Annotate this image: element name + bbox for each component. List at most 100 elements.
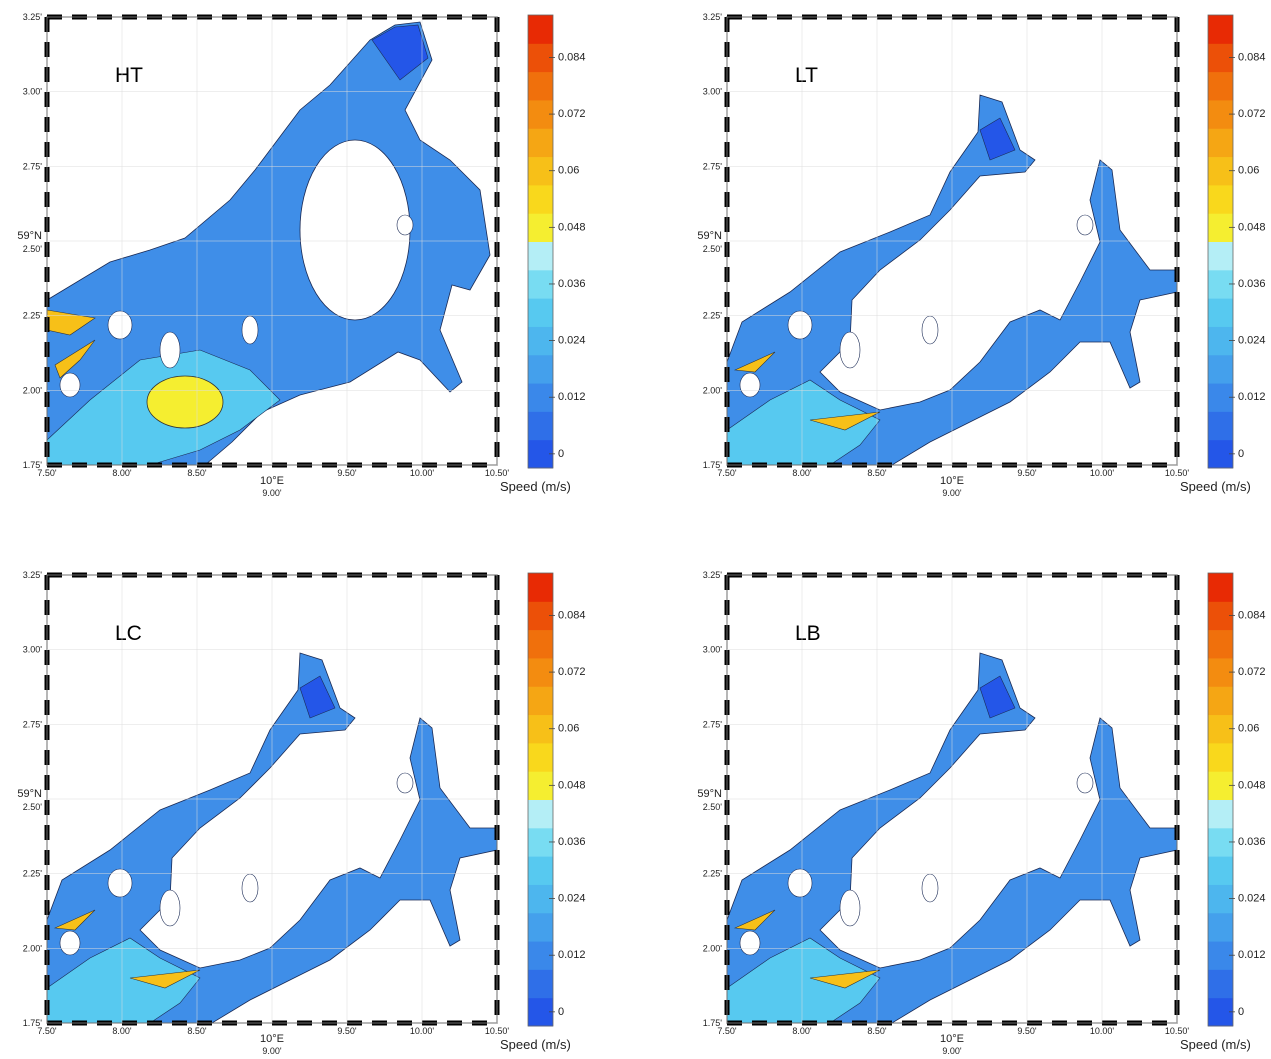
y-tick-label: 3.25' — [23, 570, 43, 580]
water-deep — [371, 24, 429, 81]
colorbar-band — [1208, 742, 1233, 772]
colorbar-band — [1208, 99, 1233, 129]
colorbar-tick-label: 0.024 — [558, 893, 586, 905]
colorbar-tick-label: 0.084 — [558, 51, 586, 63]
colorbar-tick-label: 0.048 — [558, 221, 586, 233]
colorbar-band — [1208, 799, 1233, 829]
colorbar-band — [528, 941, 553, 970]
x-axis-label: 10°E — [940, 475, 964, 487]
y-tick-label: 2.75' — [23, 161, 43, 171]
y-tick-label: 2.50' — [703, 802, 723, 812]
colorbar-band — [528, 71, 553, 101]
colorbar-tick-label: 0 — [1238, 1006, 1244, 1018]
panel-label: LC — [115, 622, 142, 645]
island — [839, 331, 861, 369]
y-tick-label: 2.00' — [23, 943, 43, 953]
x-tick-label: 7.50' — [717, 468, 737, 478]
y-tick-label: 2.25' — [703, 869, 723, 879]
colorbar-tick-label: 0 — [558, 1006, 564, 1018]
x-tick-label: 10.00' — [1090, 1026, 1115, 1036]
colorbar-band — [528, 411, 553, 441]
island — [921, 315, 939, 345]
panel: HT 7.50' 8.00' 8.50' 9.00' 9.50' 10.00' 10.50' 1… — [17, 12, 585, 498]
x-tick-label: 10.50' — [1165, 1026, 1190, 1036]
x-tick-label: 10.00' — [410, 1026, 435, 1036]
colorbar-tick-label: 0.048 — [1238, 779, 1266, 791]
colorbar-band — [528, 997, 553, 1027]
x-tick-label: 9.00' — [942, 488, 962, 498]
colorbar-band — [1208, 298, 1233, 327]
colorbar-band — [528, 241, 553, 271]
colorbar-band — [1208, 269, 1233, 299]
colorbar-tick-label: 0 — [558, 448, 564, 460]
fast-current — [53, 909, 201, 989]
colorbar-tick-label: 0.072 — [558, 108, 586, 120]
colorbar-band — [528, 43, 553, 73]
island — [159, 889, 181, 927]
y-tick-label: 2.25' — [23, 311, 43, 321]
colorbar-frame — [1207, 14, 1234, 469]
colorbar-band — [1208, 941, 1233, 970]
x-tick-label: 7.50' — [37, 1026, 57, 1036]
y-tick-label: 1.75' — [23, 460, 43, 470]
y-tick-label: 2.00' — [703, 943, 723, 953]
colorbar-band — [528, 213, 553, 242]
colorbar-label: Speed (m/s) — [1180, 479, 1251, 494]
panel-label: LT — [795, 64, 818, 87]
x-tick-label: 9.00' — [262, 488, 282, 498]
colorbar-band — [528, 601, 553, 631]
colorbar-tick-label: 0.072 — [1238, 108, 1266, 120]
y-tick-label: 2.00' — [703, 385, 723, 395]
colorbar-band — [1208, 629, 1233, 659]
x-tick-label: 10.00' — [410, 468, 435, 478]
x-tick-label: 8.50' — [187, 1026, 207, 1036]
y-tick-label: 2.75' — [23, 719, 43, 729]
colorbar-tick-label: 0.012 — [558, 391, 586, 403]
y-axis-label: 59°N — [697, 230, 722, 242]
y-tick-label: 1.75' — [703, 460, 723, 470]
panel: LB 7.50' 8.00' 8.50' 9.00' 9.50' 10.00' 10.50' 1… — [697, 570, 1266, 1056]
colorbar-band — [528, 827, 553, 857]
y-tick-label: 2.75' — [703, 719, 723, 729]
colorbar-band — [528, 771, 553, 800]
colorbar-band — [528, 99, 553, 129]
island — [107, 310, 133, 340]
island — [159, 331, 181, 369]
y-axis-label: 59°N — [17, 230, 42, 242]
colorbar-tick-label: 0.036 — [1238, 836, 1266, 848]
island — [396, 772, 414, 794]
colorbar-band — [528, 856, 553, 885]
colorbar-label: Speed (m/s) — [500, 1037, 571, 1052]
fast-current — [146, 375, 224, 429]
island — [1076, 214, 1094, 236]
colorbar-band — [528, 629, 553, 659]
colorbar-band — [528, 686, 553, 716]
colorbar-tick-label: 0.036 — [558, 278, 586, 290]
colorbar-tick-label: 0.048 — [1238, 221, 1266, 233]
y-tick-label: 2.25' — [23, 869, 43, 879]
colorbar-tick-label: 0.072 — [1238, 666, 1266, 678]
colorbar-band — [528, 742, 553, 772]
island — [107, 868, 133, 898]
colorbar-band — [528, 128, 553, 158]
colorbar-band — [528, 269, 553, 299]
colorbar-band — [1208, 657, 1233, 687]
water-deep — [979, 117, 1016, 161]
colorbar-tick-label: 0.036 — [558, 836, 586, 848]
colorbar-band — [528, 15, 553, 44]
x-tick-label: 7.50' — [37, 468, 57, 478]
panel-label: LB — [795, 622, 821, 645]
y-tick-label: 3.25' — [703, 12, 723, 22]
y-tick-label: 3.25' — [703, 570, 723, 580]
water — [46, 21, 491, 466]
island — [787, 868, 813, 898]
panel: LC 7.50' 8.00' 8.50' 9.00' 9.50' 10.00' 10.50' 1… — [17, 570, 586, 1056]
colorbar-tick-label: 0.06 — [558, 723, 579, 735]
y-tick-label: 2.00' — [23, 385, 43, 395]
island — [739, 372, 761, 398]
y-tick-label: 1.75' — [703, 1018, 723, 1028]
colorbar-band — [1208, 184, 1233, 214]
colorbar-tick-label: 0.06 — [558, 165, 579, 177]
y-tick-label: 3.25' — [23, 12, 43, 22]
